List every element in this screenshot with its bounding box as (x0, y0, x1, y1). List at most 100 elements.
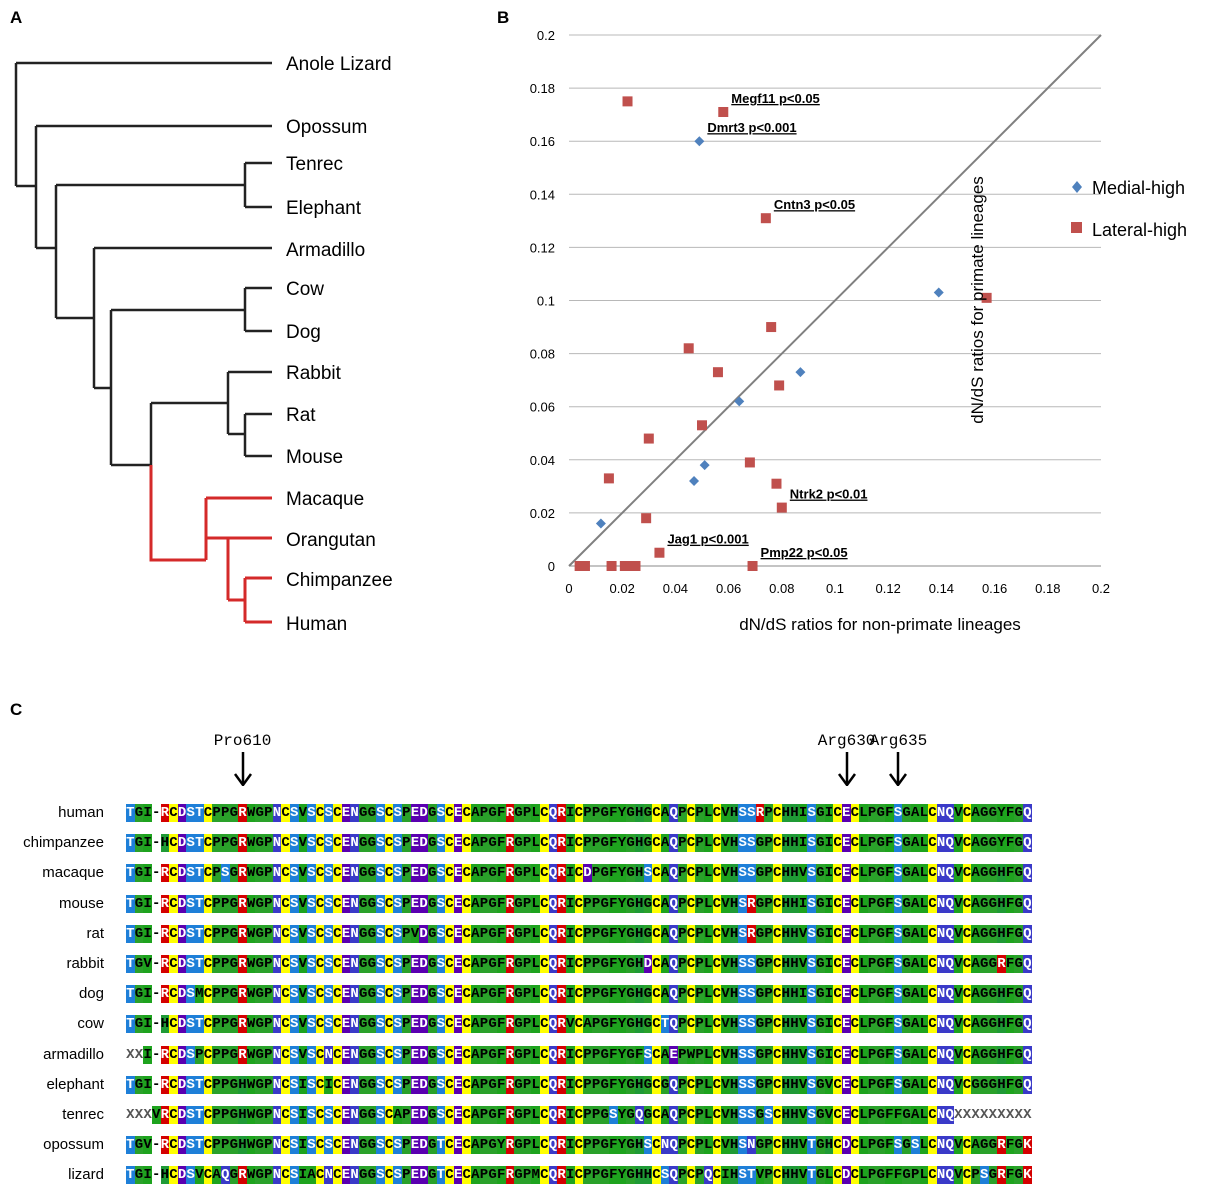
alignment-sequence: XXI-RCDSPCPPGRWGPNCSVSCNCENGGSCSPEDGSCEC… (126, 1045, 1032, 1064)
y-tick-label: 0 (548, 559, 555, 574)
alignment-species-label: lizard (68, 1166, 104, 1184)
point-lateral-high (744, 457, 755, 468)
point-lateral-high (606, 561, 617, 571)
point-lateral-high (712, 367, 723, 378)
point-medial-high (689, 476, 700, 487)
x-tick-label: 0.04 (663, 581, 688, 596)
phylogenetic-tree: Anole Lizard Opossum Tenrec Elephant Arm… (14, 54, 393, 635)
alignment-species-label: macaque (42, 864, 104, 882)
panel-letter-b: B (497, 8, 510, 27)
y-tick-label: 0.16 (530, 134, 555, 149)
alignment-species-label: elephant (46, 1075, 104, 1093)
point-medial-high (595, 518, 606, 529)
tree-label-elephant: Elephant (286, 198, 362, 219)
alignment-sequence: TGI-RCDSTCPPGHWGPNCSISCICENGGSCSPEDGSCEC… (126, 1075, 1032, 1094)
x-tick-label: 0.06 (716, 581, 741, 596)
alignment-sequence: TGV-RCDSTCPPGRWGPNCSVSCSCENGGSCSPEDGSCEC… (126, 955, 1032, 973)
alignment-sequence: TGI-HCDSTCPPGRWGPNCSVSCSCENGGSCSPEDGSCEC… (126, 834, 1032, 853)
dnds-scatter-chart: 0 0.02 0.04 0.06 0.08 0.1 0.12 0.14 0.16 0.18 0.2 0… (530, 28, 1187, 634)
alignment-sequence: TGV-RCDSTCPPGHWGPNCSISCSCENGGSCSPEDGTCEC… (126, 1136, 1032, 1155)
point-lateral-high (747, 561, 758, 571)
alignment-sequence: TGI-RCDSTCPPGRWGPNCSVSCSCENGGSCSPEDGSCEC… (126, 894, 1032, 913)
residue-marker-label: Arg635 (869, 732, 928, 750)
annotation-label: Pmp22 p<0.05 (761, 545, 848, 560)
point-medial-high (734, 396, 745, 407)
point-lateral-high (654, 547, 665, 558)
y-tick-label: 0.18 (530, 81, 555, 96)
point-lateral-high (683, 343, 694, 354)
tree-branches (14, 61, 272, 467)
tree-label-anole: Anole Lizard (286, 54, 392, 75)
point-lateral-high (619, 561, 630, 571)
alignment-sequence: TGI-RCDSTCPPGRWGPNCSVSCSCENGGSCSPVDGSCEC… (126, 924, 1032, 943)
tree-label-cow: Cow (286, 279, 324, 300)
legend-label-medial: Medial-high (1092, 178, 1185, 198)
point-medial-high (795, 367, 806, 378)
x-tick-label: 0.16 (982, 581, 1007, 596)
alignment-row: macaque TGI-RCDSTCPSGRWGPNCSVSCSCENGGSCSP… (0, 861, 1205, 885)
y-axis-title: dN/dS ratios for primate lineages (968, 176, 987, 424)
down-arrow-icon (233, 752, 252, 786)
x-tick-label: 0.2 (1092, 581, 1110, 596)
tree-label-tenrec: Tenrec (286, 154, 343, 175)
point-lateral-high (625, 561, 636, 571)
point-lateral-high (643, 433, 654, 444)
point-lateral-high (718, 106, 729, 117)
alignment-sequence: TGI-RCDSTCPSGRWGPNCSVSCSCENGGSCSPEDGSCEC… (126, 864, 1032, 883)
x-tick-label: 0.08 (769, 581, 794, 596)
tree-label-macaque: Macaque (286, 489, 364, 510)
y-tick-label: 0.04 (530, 453, 555, 468)
y-tick-label: 0.2 (537, 28, 555, 43)
point-medial-high (699, 460, 710, 471)
point-lateral-high (603, 473, 614, 484)
chart-points (574, 96, 992, 571)
tree-label-mouse: Mouse (286, 447, 343, 468)
x-axis-title: dN/dS ratios for non-primate lineages (739, 615, 1021, 634)
tree-label-dog: Dog (286, 322, 321, 343)
residue-marker: Arg635 (858, 732, 938, 786)
annotation-label: Cntn3 p<0.05 (774, 197, 855, 212)
residue-marker: Arg630 (807, 732, 887, 786)
tree-label-armadillo: Armadillo (286, 240, 365, 261)
alignment-species-label: armadillo (43, 1045, 104, 1063)
x-tick-label: 0.12 (876, 581, 901, 596)
x-tick-label: 0.18 (1035, 581, 1060, 596)
y-tick-label: 0.08 (530, 347, 555, 362)
sequence-alignment: Pro610 Arg630 Arg635 human TGI-RCDSTCPPGRWG… (0, 730, 1205, 1188)
alignment-row: dog TGI-RCDSMCPPGRWGPNCSVSCSCENGGSCSPEDGS… (0, 982, 1205, 1006)
residue-marker-label: Pro610 (213, 732, 272, 750)
point-medial-high (933, 287, 944, 298)
alignment-row: chimpanzee TGI-HCDSTCPPGRWGPNCSVSCSCENGGS… (0, 831, 1205, 855)
alignment-row: human TGI-RCDSTCPPGRWGPNCSVSCSCENGGSCSPED… (0, 801, 1205, 825)
down-arrow-icon (837, 752, 856, 786)
branch-primate-stem (149, 465, 206, 562)
panel-letter-c: C (10, 700, 23, 719)
point-lateral-high (697, 420, 707, 431)
alignment-row: opossum TGV-RCDSTCPPGHWGPNCSISCSCENGGSCSP… (0, 1133, 1205, 1157)
annotation-label: Jag1 p<0.001 (667, 532, 748, 547)
annotation-label: Dmrt3 p<0.001 (707, 120, 796, 135)
alignment-species-label: chimpanzee (23, 834, 104, 852)
tree-label-rabbit: Rabbit (286, 363, 342, 384)
alignment-row: lizard TGI-HCDSVCAQGRWGPNCSIACNCENGGSCSPE… (0, 1163, 1205, 1187)
y-tick-label: 0.12 (530, 240, 555, 255)
legend-marker-lateral (1071, 222, 1082, 233)
alignment-sequence: TGI-HCDSVCAQGRWGPNCSIACNCENGGSCSPEDGTCEC… (126, 1166, 1032, 1185)
chart-diagonal-line (568, 34, 1102, 567)
point-medial-high (694, 136, 705, 147)
y-tick-label: 0.14 (530, 187, 555, 202)
point-lateral-high (981, 292, 992, 303)
tree-label-rat: Rat (286, 405, 316, 426)
alignment-species-label: cow (77, 1015, 104, 1033)
alignment-row: cow TGI-HCDSTCPPGRWGPNCSVSCSCENGGSCSPEDGS… (0, 1012, 1205, 1036)
alignment-sequence: XXXVRCDSTCPPGHWGPNCSISCSCENGGSCAPEDGSCEC… (126, 1106, 1032, 1124)
point-lateral-high (579, 561, 590, 571)
point-lateral-high (622, 96, 633, 107)
x-tick-label: 0 (565, 581, 572, 596)
alignment-row: elephant TGI-RCDSTCPPGHWGPNCSISCICENGGSCS… (0, 1073, 1205, 1097)
point-lateral-high (766, 322, 777, 333)
point-lateral-high (760, 213, 771, 224)
alignment-species-label: opossum (43, 1136, 104, 1154)
point-lateral-high (630, 561, 641, 571)
alignment-row: mouse TGI-RCDSTCPPGRWGPNCSVSCSCENGGSCSPED… (0, 892, 1205, 916)
